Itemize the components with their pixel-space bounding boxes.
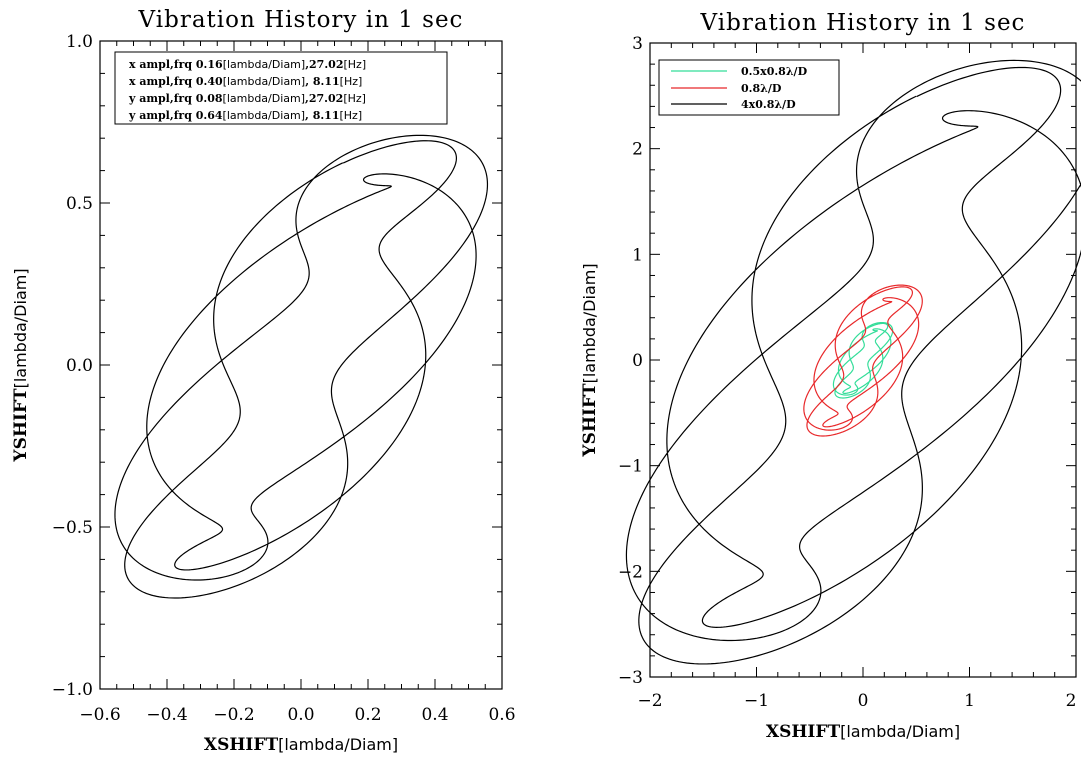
left-chart: Vibration History in 1 sec −0.6 −0.4 −0.…: [11, 7, 516, 755]
left-series-line-0: [114, 134, 489, 599]
right-xtick-label: 2: [1066, 691, 1077, 711]
left-plot-frame: [99, 40, 503, 690]
right-ytick-label: 3: [632, 34, 643, 54]
left-ytick-label: 1.0: [66, 32, 93, 52]
left-legend: x ampl,frq 0.16[lambda/Diam],27.02[Hz] x…: [114, 51, 448, 125]
left-xtick-label: −0.2: [213, 705, 254, 725]
left-xtick-label: −0.4: [146, 705, 187, 725]
left-legend-entry: x ampl,frq 0.40[lambda/Diam], 8.11[Hz]: [129, 75, 362, 88]
right-legend-label: 0.8λ/D: [741, 82, 782, 95]
left-xtick-label: 0.0: [287, 705, 314, 725]
right-axis-ticks: [649, 42, 1077, 678]
left-xtick-label: −0.6: [79, 705, 120, 725]
left-legend-box: [114, 51, 448, 125]
left-xtick-label: 0.6: [488, 705, 515, 725]
right-ytick-label: 0: [632, 351, 643, 371]
right-xtick-label: 1: [964, 691, 975, 711]
right-chart-title: Vibration History in 1 sec: [700, 10, 1026, 36]
right-xtick-label: 0: [858, 691, 869, 711]
right-xtick-label: −2: [637, 691, 662, 711]
right-series-line-1: [803, 284, 923, 437]
right-ytick-label: −2: [618, 562, 643, 582]
left-y-axis-label: YSHIFT[lambda/Diam]: [11, 268, 31, 462]
left-legend-entry: x ampl,frq 0.16[lambda/Diam],27.02[Hz]: [129, 58, 366, 71]
right-ytick-label: −3: [618, 668, 643, 688]
right-plot-area: [625, 59, 1081, 665]
right-legend-label: 0.5x0.8λ/D: [741, 65, 808, 78]
right-xtick-label: −1: [744, 691, 769, 711]
right-series-line-2: [625, 59, 1081, 665]
left-chart-title: Vibration History in 1 sec: [138, 7, 464, 33]
right-chart: Vibration History in 1 sec −2 −1 0 1 2 −…: [580, 10, 1081, 742]
left-ytick-label: −0.5: [52, 518, 93, 538]
right-x-axis-label: XSHIFT[lambda/Diam]: [766, 722, 960, 742]
left-ytick-label: 0.0: [66, 356, 93, 376]
right-legend: 0.5x0.8λ/D 0.8λ/D 4x0.8λ/D: [658, 59, 840, 116]
left-ytick-label: −1.0: [52, 680, 93, 700]
right-y-axis-label: YSHIFT[lambda/Diam]: [580, 263, 600, 457]
right-ytick-label: 2: [632, 140, 643, 160]
right-plot-frame: [649, 42, 1077, 678]
right-ytick-label: −1: [618, 457, 643, 477]
left-plot-area: [114, 134, 489, 599]
left-xtick-label: 0.4: [421, 705, 448, 725]
right-ytick-label: 1: [632, 245, 643, 265]
left-legend-entry: y ampl,frq 0.64[lambda/Diam], 8.11[Hz]: [128, 109, 362, 122]
left-ytick-label: 0.5: [66, 194, 93, 214]
right-series-line-0: [832, 321, 894, 399]
left-legend-entry: y ampl,frq 0.08[lambda/Diam],27.02[Hz]: [128, 92, 366, 105]
right-legend-label: 4x0.8λ/D: [741, 98, 796, 111]
left-axis-ticks: [99, 40, 503, 690]
left-xtick-label: 0.2: [354, 705, 381, 725]
left-x-axis-label: XSHIFT[lambda/Diam]: [204, 735, 398, 755]
